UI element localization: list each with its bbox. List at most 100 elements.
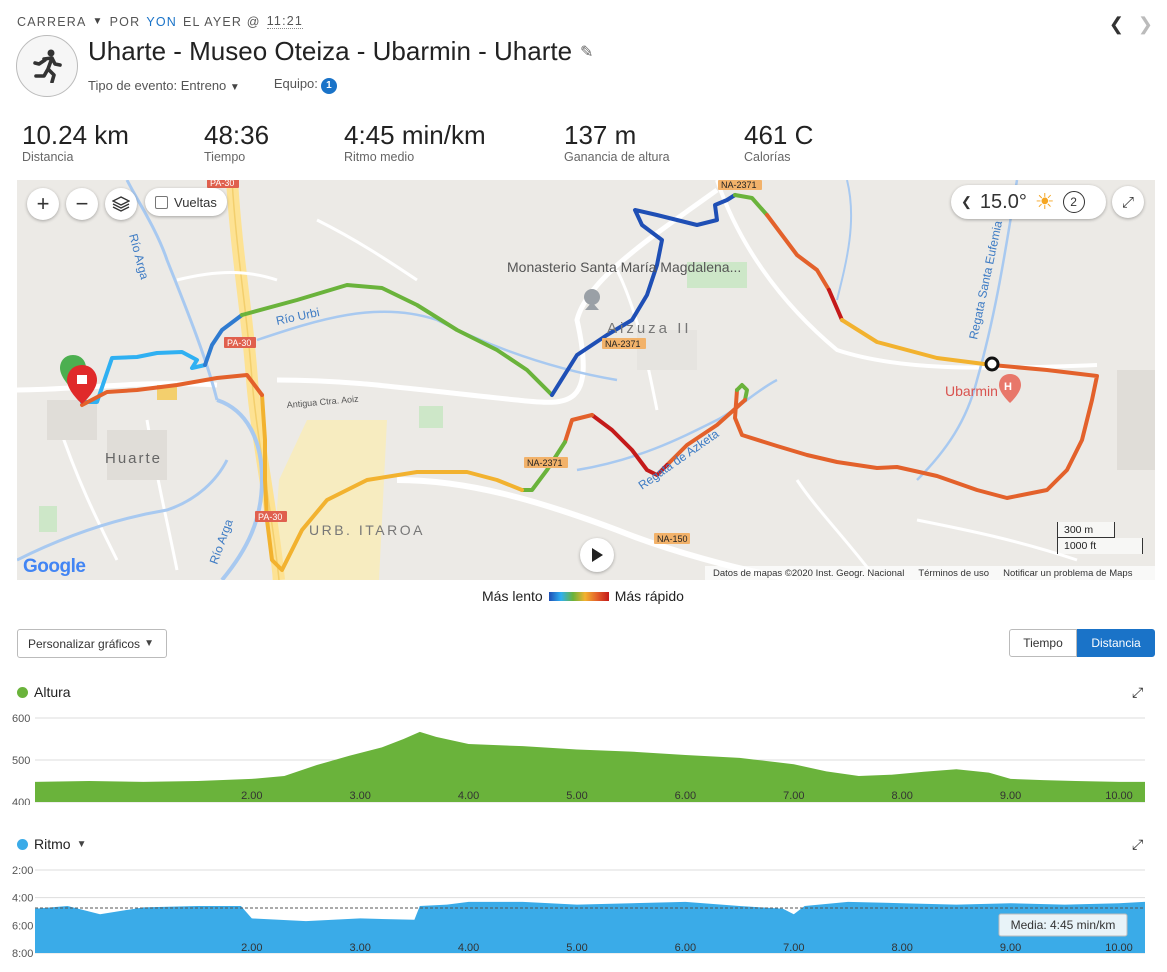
- stat-value: 461 C: [744, 120, 814, 150]
- google-logo: Google: [23, 556, 86, 578]
- stat-label: Ganancia de altura: [564, 150, 670, 164]
- x-tick-label: 8.00: [891, 942, 912, 954]
- team-label: Equipo:: [273, 76, 318, 91]
- map-canvas[interactable]: H PA-30 PA-30 PA-30 NA-2371 NA-2371 NA-2…: [17, 180, 1155, 580]
- y-tick-label: 4:00: [12, 893, 33, 905]
- y-tick-label: 600: [12, 713, 30, 725]
- average-label: Media: 4:45 min/km: [1011, 918, 1116, 932]
- temperature: 15.0°: [979, 190, 1027, 213]
- map-label-azketa: Regata de Azketa: [636, 426, 722, 492]
- route-map[interactable]: H PA-30 PA-30 PA-30 NA-2371 NA-2371 NA-2…: [17, 180, 1155, 580]
- road-shield-pa30: PA-30: [227, 338, 251, 348]
- terms-link[interactable]: Términos de uso: [918, 567, 990, 579]
- y-tick-label: 6:00: [12, 920, 33, 932]
- x-tick-label: 4.00: [458, 942, 479, 954]
- activity-type[interactable]: CARRERA: [17, 14, 87, 29]
- x-tick-label: 5.00: [566, 790, 587, 802]
- activity-title: Uharte - Museo Oteiza - Ubarmin - Uharte: [88, 36, 573, 66]
- fullscreen-map-icon[interactable]: ⤢: [1112, 186, 1144, 218]
- y-tick-label: 400: [12, 797, 30, 805]
- chevron-down-icon: ▼: [144, 638, 154, 649]
- x-tick-label: 7.00: [783, 942, 804, 954]
- stat-value: 10.24 km: [22, 120, 129, 150]
- map-label-ubarmin: Ubarmin: [945, 383, 998, 399]
- stat-label: Tiempo: [204, 150, 246, 164]
- pace-chart-header: Ritmo ▼: [17, 836, 86, 852]
- team-selector[interactable]: Equipo: 1: [274, 76, 337, 94]
- y-tick-label: 500: [12, 755, 30, 767]
- report-problem-link[interactable]: Notificar un problema de Maps: [1003, 567, 1133, 579]
- altitude-dot-icon: [17, 686, 28, 698]
- map-label-huarte: Huarte: [105, 450, 162, 467]
- pace-gradient: [548, 591, 609, 601]
- user-link[interactable]: YON: [146, 14, 178, 29]
- fast-label: Más rápido: [614, 588, 684, 604]
- y-tick-label: 2:00: [12, 865, 33, 877]
- team-count-badge[interactable]: 1: [320, 78, 337, 94]
- map-attribution: Datos de mapas ©2020 Inst. Geogr. Nacion…: [705, 566, 1155, 580]
- next-activity-icon[interactable]: ❯: [1137, 14, 1153, 34]
- scale-imperial: 1000 ft: [1057, 538, 1143, 554]
- pace-chart-dropdown-icon[interactable]: ▼: [76, 838, 87, 850]
- expand-pace-chart-icon[interactable]: ⤢: [1132, 836, 1144, 852]
- laps-toggle[interactable]: Vueltas: [145, 188, 227, 216]
- google-wordmark: Google: [23, 556, 86, 577]
- map-label-monastery: Monasterio Santa María Magdalena...: [507, 259, 741, 275]
- stat-label: Calorías: [744, 150, 791, 164]
- road-shield-pa30: PA-30: [210, 180, 234, 188]
- stat-calories: 461 C Calorías: [744, 120, 813, 164]
- map-label-rio-arga: Río Arga: [126, 232, 152, 281]
- map-label-rio-urbi: Río Urbi: [275, 305, 321, 328]
- zoom-out-button[interactable]: −: [66, 188, 98, 220]
- sun-icon: ☀: [1034, 189, 1055, 214]
- activity-time[interactable]: 11:21: [266, 14, 304, 29]
- laps-label: Vueltas: [174, 194, 217, 210]
- stat-time: 48:36 Tiempo: [204, 120, 269, 164]
- expand-altitude-chart-icon[interactable]: ⤢: [1132, 684, 1144, 700]
- map-label-aizuza: Aizuza II: [607, 320, 692, 337]
- weather-widget: ❮ 15.0° ☀ 2: [951, 185, 1106, 219]
- activity-title-row: Uharte - Museo Oteiza - Ubarmin - Uharte…: [88, 36, 593, 67]
- wind-icon: 2: [1062, 191, 1085, 213]
- x-tick-label: 4.00: [458, 790, 479, 802]
- map-scale: 300 m 1000 ft: [1057, 522, 1145, 558]
- x-tick-label: 2.00: [241, 942, 262, 954]
- road-shield-na2371: NA-2371: [527, 458, 563, 468]
- customize-label: Personalizar gráficos: [28, 636, 141, 651]
- play-button[interactable]: [580, 538, 614, 572]
- event-type-dropdown-icon[interactable]: ▼: [229, 81, 240, 93]
- stat-pace: 4:45 min/km Ritmo medio: [344, 120, 486, 164]
- pace-chart-title: Ritmo: [34, 836, 71, 852]
- customize-charts-button[interactable]: Personalizar gráficos ▼: [17, 629, 167, 658]
- y-tick-label: 8:00: [12, 948, 33, 960]
- activity-meta: CARRERA ▼ POR YON EL AYER @ 11:21: [17, 14, 304, 29]
- pace-dot-icon: [17, 838, 28, 850]
- distance-toggle-button[interactable]: Distancia: [1077, 629, 1155, 657]
- map-label-antigua: Antigua Ctra. Aoiz: [286, 394, 359, 410]
- stat-distance: 10.24 km Distancia: [22, 120, 129, 164]
- weather-prev-icon[interactable]: ❮: [961, 194, 972, 209]
- stat-value: 4:45 min/km: [344, 120, 486, 150]
- altitude-chart[interactable]: 600 500 400 2.00 3.00 4.00 5.00 6.00 7.00 8.00 9.0…: [0, 705, 1167, 805]
- edit-pencil-icon[interactable]: ✎: [580, 43, 594, 61]
- average-badge: [998, 913, 1128, 937]
- x-axis-toggle: Tiempo Distancia: [1009, 629, 1155, 657]
- x-tick-label: 9.00: [1000, 942, 1021, 954]
- altitude-chart-header: Altura: [17, 684, 71, 700]
- pace-chart[interactable]: 2:00 4:00 6:00 8:00 2.00 3.00 4.00 5.00 6.00 7.00…: [0, 860, 1167, 972]
- event-type-selector[interactable]: Tipo de evento: Entreno ▼: [88, 78, 240, 93]
- previous-activity-icon[interactable]: ❮: [1108, 14, 1124, 34]
- by-label: POR: [109, 14, 141, 29]
- event-type-label: Tipo de evento: Entreno: [88, 77, 227, 93]
- x-tick-label: 6.00: [675, 942, 696, 954]
- map-label-itaroa: URB. ITAROA: [309, 522, 425, 538]
- activity-type-dropdown-icon[interactable]: ▼: [92, 16, 104, 27]
- map-label-rio-arga: Río Arga: [207, 517, 236, 566]
- x-tick-label: 10.00: [1105, 790, 1133, 802]
- laps-checkbox[interactable]: [155, 195, 168, 209]
- activity-nav: ❮ ❯: [1109, 14, 1153, 35]
- x-tick-label: 9.00: [1000, 790, 1021, 802]
- layers-button[interactable]: [105, 188, 137, 220]
- time-toggle-button[interactable]: Tiempo: [1009, 629, 1077, 657]
- zoom-in-button[interactable]: +: [27, 188, 59, 220]
